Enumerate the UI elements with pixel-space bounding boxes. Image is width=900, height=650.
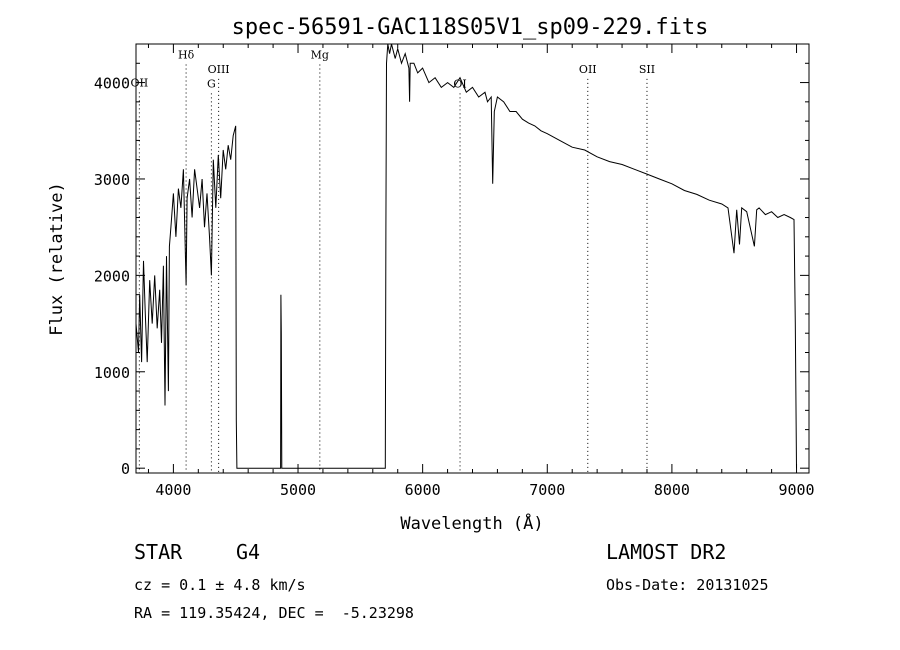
coordinates-text: RA = 119.35424, DEC = -5.23298	[134, 604, 414, 622]
redshift-text: cz = 0.1 ± 4.8 km/s	[134, 576, 306, 594]
plot-frame	[135, 43, 810, 474]
object-subclass: G4	[236, 540, 261, 564]
line-marker-label: G	[207, 77, 216, 90]
x-tick-label: 5000	[280, 481, 316, 499]
survey-name: LAMOST DR2	[606, 540, 727, 564]
line-marker-label: SII	[639, 63, 655, 76]
x-tick-label: 8000	[654, 481, 690, 499]
line-marker-label: OIII	[208, 63, 230, 76]
x-tick-label: 9000	[778, 481, 814, 499]
line-marker-label: Hδ	[178, 48, 195, 61]
y-axis-label: Flux (relative)	[47, 182, 67, 336]
object-class: STAR	[134, 540, 183, 564]
y-tick-label: 0	[121, 460, 130, 478]
spectrum-line	[135, 43, 797, 469]
y-tick-label: 4000	[94, 75, 130, 93]
axis-ticks: 4000 5000 6000 7000 8000 9000 0 1000 2000 3000 400…	[94, 44, 815, 499]
y-tick-label: 1000	[94, 364, 130, 382]
line-marker-label: OI	[453, 77, 466, 90]
x-tick-label: 6000	[405, 481, 441, 499]
x-tick-label: 4000	[155, 481, 191, 499]
line-marker-label: OII	[579, 63, 597, 76]
line-marker-label: Mg	[311, 48, 329, 61]
y-tick-label: 3000	[94, 171, 130, 189]
chart-title: spec-56591-GAC118S05V1_sp09-229.fits	[232, 15, 709, 40]
y-tick-label: 2000	[94, 267, 130, 285]
x-tick-label: 7000	[529, 481, 565, 499]
observation-date: Obs-Date: 20131025	[606, 576, 769, 594]
x-axis-label: Wavelength (Å)	[400, 512, 543, 534]
